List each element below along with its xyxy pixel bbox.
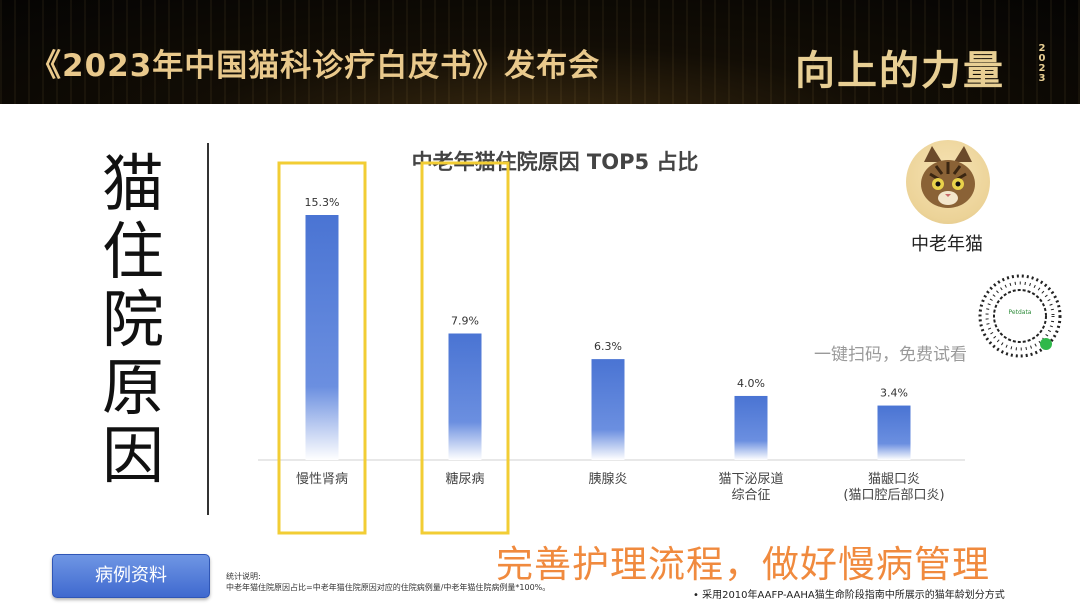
header-decoration	[0, 0, 1080, 104]
data-label-1: 7.9%	[451, 314, 479, 327]
side-divider	[207, 143, 209, 515]
category-label-2-0: 胰腺炎	[588, 472, 627, 487]
qr-code-image[interactable]: Petdata	[978, 274, 1062, 358]
data-label-2: 6.3%	[594, 340, 622, 353]
highlight-box-1	[420, 161, 510, 535]
side-title: 猫住院原因	[101, 147, 164, 492]
avatar-label: 中老年猫	[911, 234, 983, 255]
data-label-3: 4.0%	[737, 377, 765, 390]
statistics-note: 统计说明: 中老年猫住院原因占比=中老年猫住院原因对应的住院病例量/中老年猫住院…	[226, 571, 550, 593]
bar-2	[591, 359, 625, 460]
cat-avatar-image	[906, 140, 990, 224]
highlight-box-0	[277, 161, 367, 535]
bar-0	[305, 215, 339, 460]
category-label-0-0: 慢性肾病	[296, 471, 348, 487]
data-label-4: 3.4%	[880, 387, 908, 400]
category-label-3-1: 综合征	[731, 488, 770, 503]
case-data-button[interactable]: 病例资料	[52, 554, 210, 598]
qr-brand-text: Petdata	[1009, 309, 1032, 316]
category-label-4-1: (猫口腔后部口炎)	[843, 488, 944, 503]
note-formula: 中老年猫住院原因占比=中老年猫住院原因对应的住院病例量/中老年猫住院病例量*10…	[226, 583, 551, 592]
slogan: 完善护理流程，做好慢病管理	[496, 543, 990, 586]
footnote: • 采用2010年AAFP-AAHA猫生命阶段指南中所展示的猫年龄划分方式	[693, 590, 1005, 601]
category-label-3-0: 猫下泌尿道	[718, 472, 783, 487]
bar-1	[448, 333, 482, 460]
header-banner: 《2023年中国猫科诊疗白皮书》发布会 向上的力量 2023	[0, 0, 1080, 104]
data-label-0: 15.3%	[305, 196, 340, 209]
category-label-4-0: 猫龈口炎	[868, 472, 920, 487]
bar-3	[734, 395, 768, 460]
brand-logo-text: 向上的力量	[795, 48, 1005, 94]
note-heading: 统计说明:	[226, 572, 261, 581]
bar-4	[877, 405, 911, 460]
brand-year: 2023	[1038, 43, 1046, 84]
scan-hint: 一键扫码，免费试看	[814, 345, 967, 365]
cat-face-icon	[921, 146, 975, 208]
event-title: 《2023年中国猫科诊疗白皮书》发布会	[30, 48, 601, 84]
category-label-1-0: 糖尿病	[445, 471, 484, 487]
